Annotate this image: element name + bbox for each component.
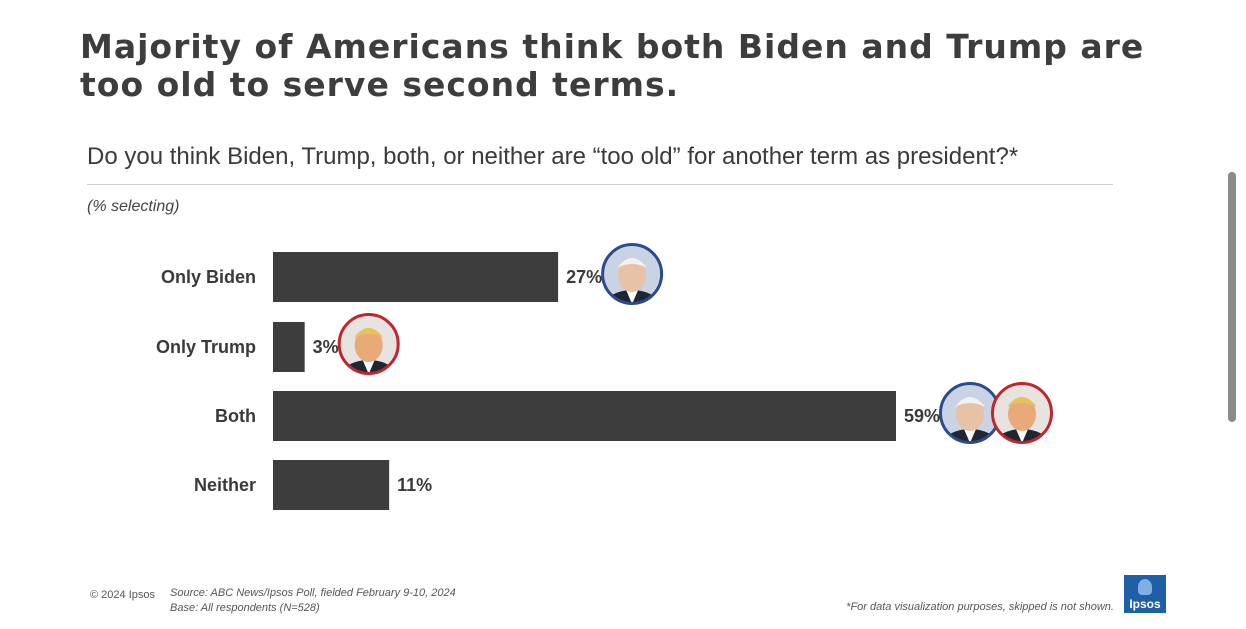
category-label: Only Trump <box>156 337 256 357</box>
bar-neither <box>273 460 390 510</box>
biden-portrait-icon <box>939 382 1001 444</box>
value-label: 11% <box>397 475 432 495</box>
source-note: Source: ABC News/Ipsos Poll, fielded Feb… <box>170 586 456 616</box>
divider <box>87 184 1113 185</box>
biden-portrait-icon <box>601 243 664 305</box>
source-line: Source: ABC News/Ipsos Poll, fielded Feb… <box>170 587 456 599</box>
category-label: Only Biden <box>161 267 256 287</box>
trump-portrait-icon <box>991 382 1053 444</box>
bar-only-biden <box>273 252 559 302</box>
bar-only-trump <box>273 322 305 372</box>
bar-both <box>273 391 896 441</box>
chart-subtitle: (% selecting) <box>87 198 180 215</box>
value-label: 27% <box>566 267 602 287</box>
trump-portrait-icon <box>337 313 400 375</box>
value-label: 3% <box>313 337 339 357</box>
chart-title: Majority of Americans think both Biden a… <box>80 27 1145 104</box>
value-label: 59% <box>904 406 940 426</box>
scrollbar[interactable] <box>1228 172 1236 422</box>
category-label: Both <box>215 406 256 426</box>
footnote: *For data visualization purposes, skippe… <box>846 601 1114 613</box>
base-line: Base: All respondents (N=528) <box>170 602 320 614</box>
ipsos-logo: Ipsos <box>1124 575 1166 613</box>
chart-question: Do you think Biden, Trump, both, or neit… <box>87 143 1019 170</box>
category-label: Neither <box>194 475 256 495</box>
copyright-text: © 2024 Ipsos <box>90 589 155 601</box>
logo-text: Ipsos <box>1129 597 1161 611</box>
